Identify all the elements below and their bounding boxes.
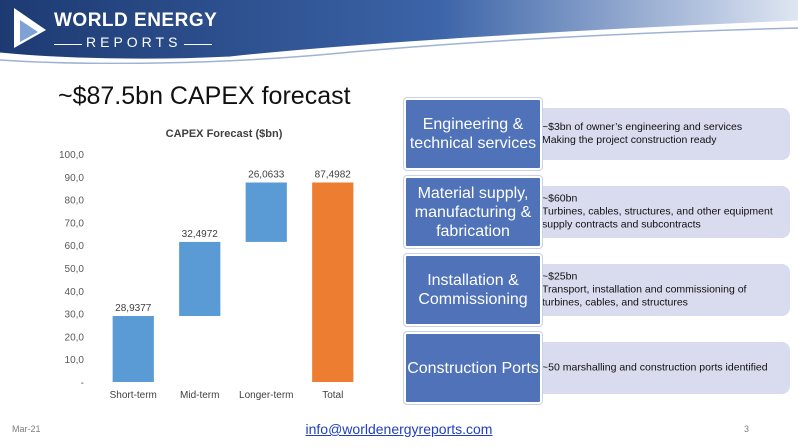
bar-short-term: [112, 316, 154, 382]
brand-name-line1: WORLD ENERGY: [54, 10, 218, 31]
bar-data-label: 26,0633: [248, 170, 285, 181]
segment-label-box: Engineering & technical services: [404, 98, 542, 170]
segment-description: ~$25bn Transport, installation and commi…: [524, 264, 790, 316]
brand-name-line2: REPORTS: [86, 34, 182, 50]
bar-longer-term: [245, 182, 287, 242]
segment-row-installation: ~$25bn Transport, installation and commi…: [404, 254, 790, 326]
x-tick-label: Short-term: [110, 390, 157, 401]
segment-bullet: ~$25bn: [534, 271, 786, 284]
y-tick-label: 10,0: [65, 355, 85, 366]
bar-data-label: 32,4972: [182, 229, 219, 240]
segment-label-box: Installation & Commissioning: [404, 254, 542, 326]
segment-label: Material supply, manufacturing & fabrica…: [414, 184, 532, 240]
footer-email-link[interactable]: info@worldenergyreports.com: [305, 421, 493, 437]
y-tick-label: 70,0: [65, 218, 85, 229]
y-tick-label: 80,0: [65, 196, 85, 207]
brand-rule-left: [54, 44, 82, 45]
x-tick-label: Mid-term: [180, 390, 219, 401]
brand-rule-right: [184, 44, 212, 45]
chart-title: CAPEX Forecast ($bn): [166, 128, 283, 140]
bar-total: [312, 182, 354, 382]
segment-row-material-supply: ~$60bn Turbines, cables, structures, and…: [404, 176, 790, 248]
brand-logo: WORLD ENERGY REPORTS: [10, 4, 230, 56]
segment-bullet: ~$60bn: [534, 193, 786, 206]
bar-data-label: 87,4982: [315, 170, 352, 181]
slide-title: ~$87.5bn CAPEX forecast: [58, 82, 351, 110]
y-tick-label: 100,0: [59, 150, 84, 161]
segment-description: ~$60bn Turbines, cables, structures, and…: [524, 186, 790, 238]
bar-mid-term: [179, 241, 221, 317]
segment-bullet: ~50 marshalling and construction ports i…: [534, 362, 786, 375]
y-tick-label: 60,0: [65, 241, 85, 252]
x-axis: Short-term Mid-term Longer-term Total: [110, 390, 344, 401]
segment-description: ~50 marshalling and construction ports i…: [524, 342, 790, 394]
segment-bullet: ~$3bn of owner’s engineering and service…: [534, 121, 786, 134]
footer-date: Mar-21: [12, 424, 41, 434]
segment-label: Installation & Commissioning: [418, 272, 528, 308]
y-tick-label: 40,0: [65, 287, 85, 298]
y-tick-label: -: [81, 378, 84, 389]
segment-bullet: Making the project construction ready: [534, 134, 786, 147]
y-axis: - 10,0 20,0 30,0 40,0 50,0 60,0 70,0 80,0 90,0 100…: [59, 150, 84, 389]
segment-label: Construction Ports: [407, 359, 539, 377]
segment-row-engineering: ~$3bn of owner’s engineering and service…: [404, 98, 790, 170]
footer-page-number: 3: [744, 424, 750, 434]
logo-mark-icon: [14, 8, 46, 48]
y-tick-label: 50,0: [65, 264, 85, 275]
segment-label-box: Material supply, manufacturing & fabrica…: [404, 176, 542, 248]
y-tick-label: 90,0: [65, 173, 85, 184]
bar-data-label: 28,9377: [115, 303, 152, 314]
y-tick-label: 20,0: [65, 332, 85, 343]
segment-bullet: Turbines, cables, structures, and other …: [534, 206, 786, 232]
x-tick-label: Longer-term: [239, 390, 293, 401]
segment-bullet: Transport, installation and commissionin…: [534, 284, 786, 310]
y-tick-label: 30,0: [65, 310, 85, 321]
segment-row-construction-ports: ~50 marshalling and construction ports i…: [404, 332, 790, 404]
chart-bars: 28,9377 32,4972 26,0633 87,4982: [112, 170, 354, 382]
header-banner: [0, 0, 798, 64]
x-tick-label: Total: [322, 390, 343, 401]
capex-waterfall-chart: CAPEX Forecast ($bn) - 10,0 20,0 30,0 40,0 50…: [59, 128, 354, 401]
segment-label-box: Construction Ports: [404, 332, 542, 404]
segment-description: ~$3bn of owner’s engineering and service…: [524, 108, 790, 160]
segment-label: Engineering & technical services: [409, 116, 537, 152]
